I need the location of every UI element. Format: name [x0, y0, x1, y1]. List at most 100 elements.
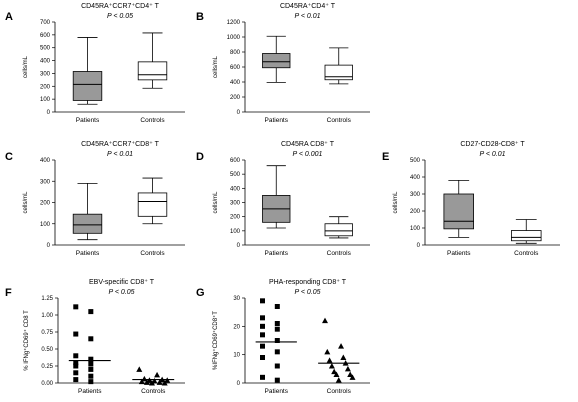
panel-c: C CD45RA⁺CCR7⁺CD8⁺ T P < 0.01 0 100 200 300 400… — [5, 141, 185, 257]
data-point — [148, 380, 155, 386]
y-tick-label: 0 — [237, 243, 241, 249]
data-point — [274, 326, 280, 332]
y-tick-label: 600 — [40, 33, 51, 39]
data-point — [331, 368, 338, 375]
data-point — [138, 378, 145, 385]
p-value: P < 0.05 — [294, 289, 320, 296]
data-point — [88, 356, 94, 362]
box-iqr — [324, 223, 353, 237]
y-tick-label: 30 — [233, 296, 240, 302]
x-category-label: Patients — [447, 250, 471, 257]
y-tick-label: 400 — [230, 80, 241, 86]
y-tick-label: 100 — [410, 226, 421, 232]
data-point — [73, 331, 79, 337]
x-category-label: Patients — [265, 388, 289, 395]
box-patients — [72, 37, 103, 105]
data-point — [73, 377, 79, 383]
chart-title: CD27-CD28-CD8⁺ T — [460, 141, 525, 148]
data-point — [260, 323, 265, 329]
box-iqr — [72, 213, 103, 234]
p-value: P < 0.001 — [293, 151, 323, 158]
x-category-label: Patients — [76, 117, 100, 124]
y-tick-label: 400 — [230, 186, 241, 192]
data-point — [328, 363, 335, 369]
y-tick-label: 600 — [230, 65, 241, 71]
data-point — [260, 374, 265, 380]
chart-title: PHA-responding CD8⁺ T — [269, 279, 347, 286]
box-iqr — [510, 230, 542, 242]
p-value: P < 0.05 — [108, 289, 134, 296]
chart-title: CD45RA CD8⁺ T — [281, 141, 335, 148]
panel-label: G — [196, 287, 205, 299]
data-point — [88, 336, 94, 342]
panel-label: B — [196, 11, 204, 23]
data-point — [274, 338, 280, 343]
data-point — [260, 298, 265, 304]
box-controls — [324, 216, 353, 239]
data-point — [88, 366, 94, 372]
box-patients — [72, 182, 103, 241]
data-point — [73, 363, 79, 369]
y-tick-label: 600 — [230, 158, 241, 164]
y-axis-label: % IFNg⁺CD69⁺ CD8 T — [23, 310, 30, 371]
series-controls — [318, 317, 360, 383]
y-axis-label: cells/mL — [213, 191, 219, 214]
y-tick-label: 0 — [237, 381, 241, 387]
series-patients — [68, 304, 111, 385]
y-axis-label: %IFNg⁺CD69⁺CD8⁺T — [212, 311, 219, 370]
y-tick-label: 0.00 — [41, 381, 53, 387]
y-axis-label: cells/mL — [23, 55, 29, 78]
data-point — [324, 348, 331, 355]
y-tick-label: 0 — [47, 110, 51, 116]
data-point — [156, 379, 163, 385]
data-point — [73, 304, 79, 310]
y-tick-label: 200 — [40, 84, 51, 90]
p-value: P < 0.01 — [479, 151, 505, 158]
data-point — [274, 377, 280, 383]
chart-title: CD45RA⁺CD4⁺ T — [280, 3, 336, 10]
box-iqr — [324, 64, 353, 81]
data-point — [88, 379, 94, 385]
y-tick-label: 0 — [417, 243, 421, 249]
y-tick-label: 10 — [233, 353, 240, 359]
box-iqr — [72, 71, 103, 101]
y-tick-label: 200 — [230, 215, 241, 221]
y-tick-label: 200 — [230, 95, 241, 101]
data-point — [274, 363, 280, 369]
y-tick-label: 20 — [233, 324, 240, 330]
chart-title: CD45RA⁺CCR7⁺CD4⁺ T — [81, 3, 160, 10]
x-category-label: Patients — [76, 250, 100, 257]
x-category-label: Controls — [327, 117, 352, 124]
y-tick-label: 300 — [410, 192, 421, 198]
series-controls — [132, 366, 175, 386]
y-tick-label: 100 — [40, 97, 51, 103]
box-controls — [137, 32, 168, 89]
y-tick-label: 700 — [40, 20, 51, 26]
data-point — [260, 355, 265, 360]
data-point — [335, 377, 342, 383]
data-point — [73, 353, 79, 359]
panel-label: F — [5, 287, 12, 299]
data-point — [143, 379, 150, 385]
data-point — [322, 317, 328, 324]
box-iqr — [137, 61, 168, 81]
data-point — [88, 373, 94, 379]
data-point — [349, 374, 356, 380]
box-iqr — [137, 192, 168, 217]
box-iqr — [262, 53, 291, 69]
data-point — [344, 365, 351, 372]
x-category-label: Controls — [327, 250, 352, 257]
panel-label: E — [382, 151, 389, 163]
y-tick-label: 500 — [230, 172, 241, 178]
p-value: P < 0.05 — [107, 13, 133, 20]
y-tick-label: 800 — [230, 50, 241, 56]
y-axis-label: cells/mL — [393, 191, 399, 214]
data-point — [260, 315, 265, 321]
y-tick-label: 300 — [40, 179, 51, 185]
data-point — [88, 309, 94, 315]
y-tick-label: 400 — [40, 59, 51, 65]
data-point — [154, 371, 161, 378]
y-tick-label: 0 — [237, 110, 241, 116]
y-tick-label: 500 — [40, 46, 51, 52]
